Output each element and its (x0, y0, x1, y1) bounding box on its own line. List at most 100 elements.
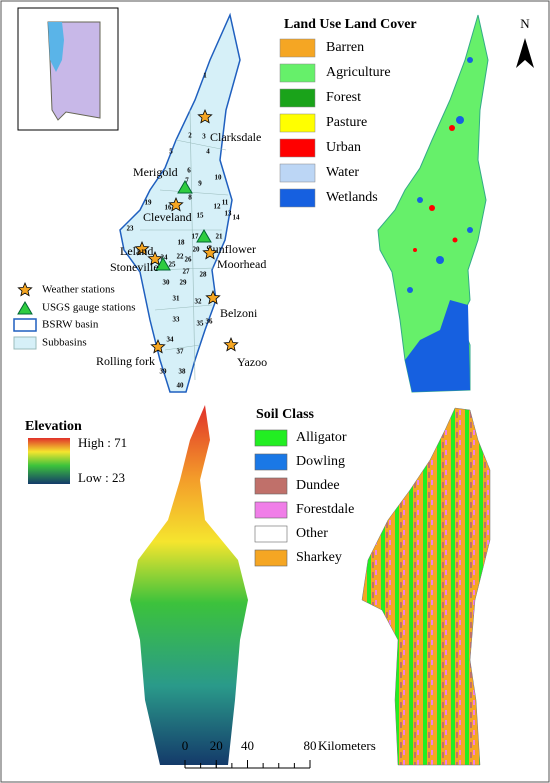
gauge-marker (177, 180, 193, 194)
subbasin-lines (140, 109, 229, 381)
soil-label: Other (296, 526, 328, 541)
lulc-label: Barren (326, 40, 364, 55)
subbasin-number: 15 (197, 212, 205, 220)
subbasin-number: 36 (206, 318, 214, 326)
subbasin-number: 25 (169, 261, 177, 269)
lulc-wetlands (405, 300, 470, 392)
legend-subbasin (13, 336, 37, 350)
scale-tick-label: 80 (304, 738, 317, 753)
soil-label: Sharkey (296, 550, 342, 565)
soil-label: Forestdale (296, 502, 354, 517)
scale-tick-label: 0 (182, 738, 189, 753)
subbasin-number: 32 (195, 298, 203, 306)
lulc-urban (413, 125, 458, 252)
lulc-swatch (279, 113, 316, 133)
soil-label: Dowling (296, 454, 345, 469)
soil-map (361, 407, 491, 766)
legend-star (17, 281, 33, 297)
station-label: Moorhead (217, 257, 266, 271)
subbasin-number: 11 (222, 199, 229, 207)
lulc-label: Water (326, 165, 359, 180)
legend-label: USGS gauge stations (42, 302, 136, 314)
study-legend: Weather stations USGS gauge stations BSRW … (13, 281, 136, 350)
station-label: Sunflower (206, 242, 256, 256)
subbasin-number: 24 (161, 254, 169, 262)
subbasin-number: 34 (167, 336, 175, 344)
elevation-low: Low : 23 (78, 470, 125, 485)
legend-label: Weather stations (42, 284, 115, 296)
subbasin-number: 26 (185, 256, 193, 264)
gauge-marker (196, 229, 212, 243)
weather-station (168, 196, 184, 212)
lulc-label: Pasture (326, 115, 367, 130)
legend-label: BSRW basin (42, 319, 99, 331)
subbasin-number: 27 (183, 268, 191, 276)
soil-swatch (254, 477, 288, 495)
subbasin-number: 8 (188, 194, 192, 202)
gauge-marker (155, 257, 171, 271)
subbasin-number: 33 (173, 316, 181, 324)
elevation-high: High : 71 (78, 435, 127, 450)
subbasin-number: 6 (187, 167, 191, 175)
weather-station (223, 336, 239, 352)
subbasin-number: 20 (193, 246, 201, 254)
stations: Clarksdale Merigold Cleveland Sunflower Lela… (96, 108, 267, 369)
lulc-label: Forest (326, 90, 361, 105)
subbasin-number: 35 (197, 320, 205, 328)
subbasin-number: 10 (215, 174, 223, 182)
scale-tick-label: 40 (241, 738, 254, 753)
lulc-label: Wetlands (326, 190, 378, 205)
scale-unit: Kilometers (318, 738, 376, 753)
subbasin-number: 22 (177, 253, 185, 261)
soil-swatch (254, 501, 288, 519)
weather-station (150, 338, 166, 354)
subbasin-number: 39 (160, 368, 168, 376)
subbasin-number: 31 (173, 295, 181, 303)
subbasin-number: 1 (203, 72, 207, 80)
station-label: Belzoni (220, 306, 258, 320)
station-label: Leland (120, 244, 153, 258)
weather-station (147, 250, 163, 266)
subbasin-number: 2 (188, 132, 192, 140)
elevation-title: Elevation (25, 419, 82, 434)
weather-station (205, 289, 221, 305)
subbasin-number: 3 (202, 133, 206, 141)
elevation-map (130, 405, 248, 765)
lulc-label: Agriculture (326, 65, 391, 80)
station-label: Rolling fork (96, 354, 155, 368)
subbasin-number: 19 (145, 199, 153, 207)
north-label: N (520, 16, 530, 31)
subbasin-number: 18 (178, 239, 186, 247)
weather-station (197, 108, 213, 124)
lulc-swatch (279, 63, 316, 83)
soil-legend: Alligator Dowling Dundee Forestdale Other Sha… (254, 429, 354, 567)
lulc-swatch (279, 188, 316, 208)
soil-swatch (254, 453, 288, 471)
legend-basin (13, 318, 37, 332)
scale-tick-label: 20 (210, 738, 223, 753)
lulc-label: Urban (326, 140, 361, 155)
lulc-legend: Barren Agriculture Forest Pasture Urban Water… (279, 38, 391, 208)
north-arrow (516, 38, 534, 68)
subbasin-number: 21 (216, 233, 224, 241)
elevation-ramp (28, 438, 70, 484)
subbasin-number: 38 (179, 368, 187, 376)
lulc-swatch (279, 138, 316, 158)
subbasin-number: 40 (177, 382, 185, 390)
soil-swatch (254, 525, 288, 543)
weather-station (202, 244, 218, 260)
soil-title: Soil Class (256, 407, 315, 422)
lulc-swatch (279, 88, 316, 108)
legend-triangle (17, 301, 33, 315)
subbasin-number: 14 (233, 214, 241, 222)
subbasin-number: 16 (165, 204, 173, 212)
soil-label: Alligator (296, 430, 347, 445)
subbasin-number: 23 (127, 225, 135, 233)
subbasin-number: 12 (214, 203, 222, 211)
subbasin-number: 30 (163, 279, 171, 287)
station-label: Yazoo (237, 355, 267, 369)
scale-bar: 0 20 40 80 Kilometers (182, 738, 376, 769)
subbasin-number: 29 (180, 279, 188, 287)
